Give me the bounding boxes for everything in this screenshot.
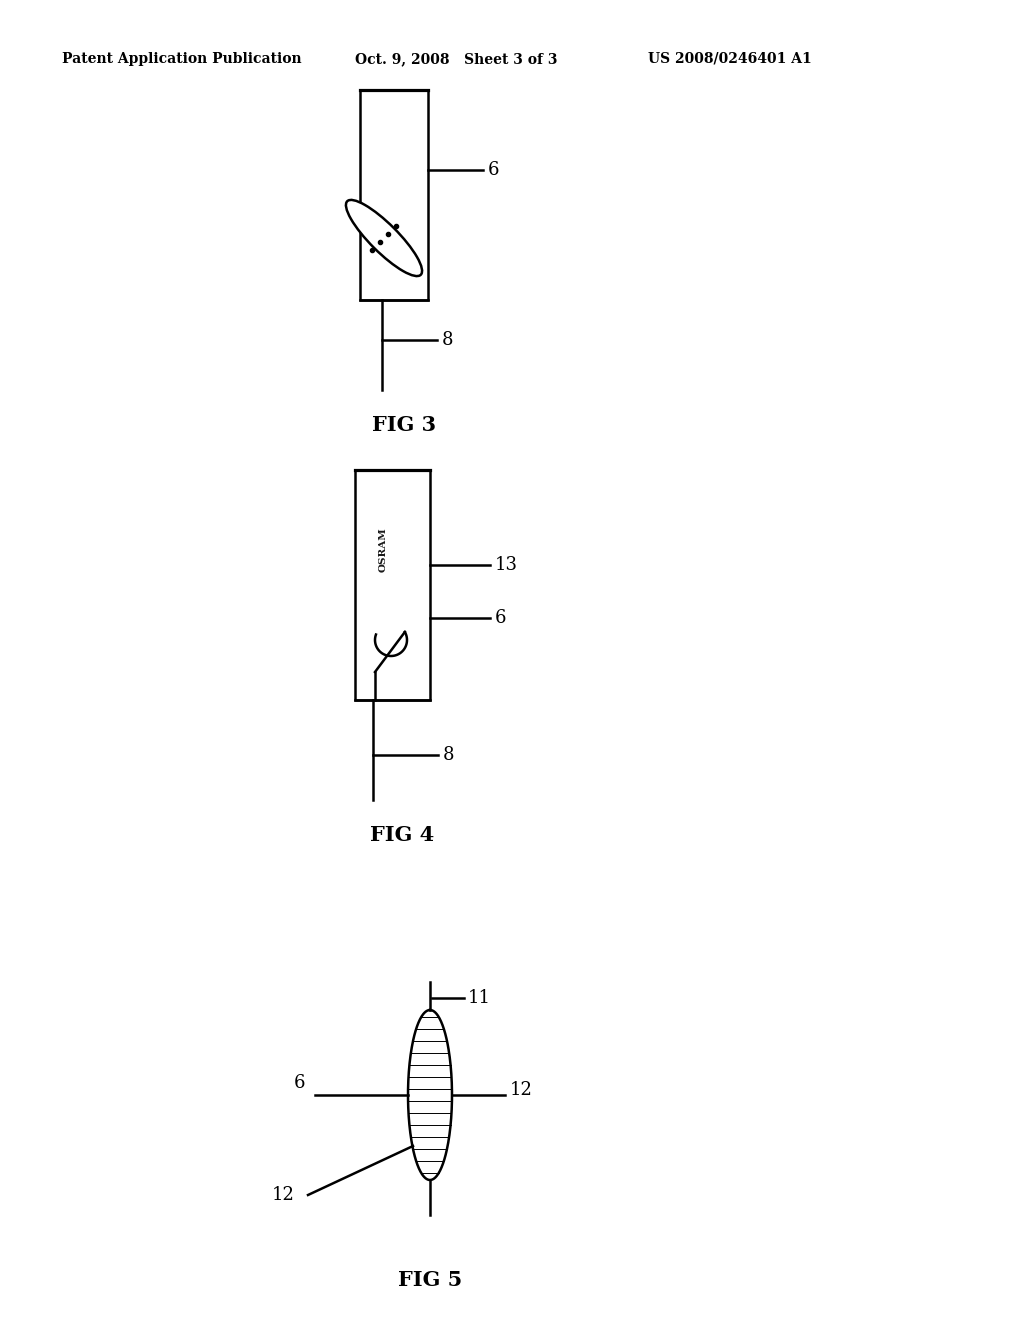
Text: Patent Application Publication: Patent Application Publication: [62, 51, 302, 66]
Bar: [360, 90, 428, 300]
Text: 6: 6: [294, 1074, 305, 1092]
Text: OSRAM: OSRAM: [379, 528, 387, 573]
Text: 8: 8: [443, 746, 455, 764]
Ellipse shape: [346, 199, 422, 276]
Text: US 2008/0246401 A1: US 2008/0246401 A1: [648, 51, 812, 66]
Text: 13: 13: [495, 556, 518, 574]
Text: 6: 6: [488, 161, 500, 180]
Text: Oct. 9, 2008   Sheet 3 of 3: Oct. 9, 2008 Sheet 3 of 3: [355, 51, 557, 66]
Text: 6: 6: [495, 609, 507, 627]
Text: FIG 3: FIG 3: [372, 414, 436, 436]
Polygon shape: [408, 1010, 452, 1180]
Text: FIG 4: FIG 4: [371, 825, 434, 845]
Bar: [355, 470, 430, 700]
Text: 12: 12: [510, 1081, 532, 1100]
Text: 8: 8: [442, 331, 454, 348]
Text: FIG 5: FIG 5: [398, 1270, 462, 1290]
Text: 11: 11: [468, 989, 490, 1007]
Text: 12: 12: [272, 1185, 295, 1204]
